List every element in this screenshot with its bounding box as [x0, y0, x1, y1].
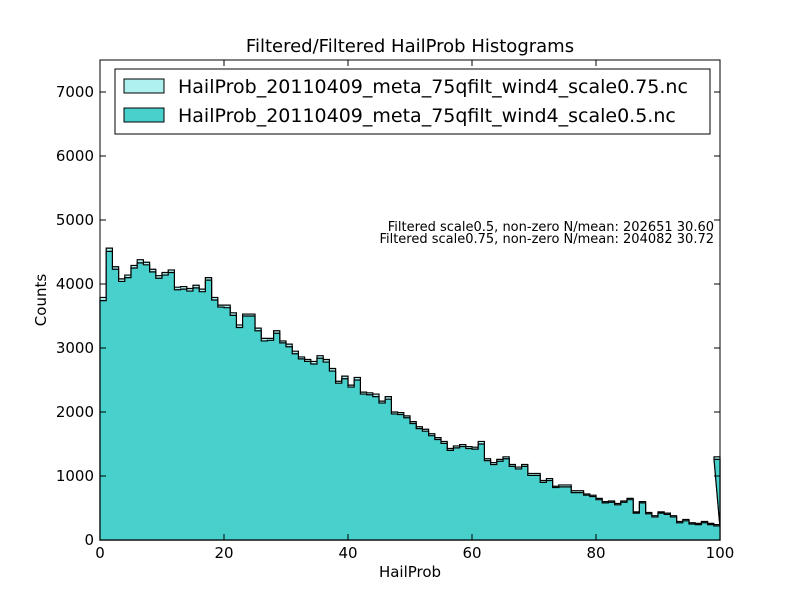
x-tick-label: 40 [338, 544, 357, 562]
annotation-scale075: Filtered scale0.75, non-zero N/mean: 204… [379, 232, 714, 247]
legend-swatch-scale05 [123, 107, 165, 123]
y-tick-label: 2000 [56, 403, 94, 421]
x-tick-label: 100 [706, 544, 735, 562]
histogram-series-1 [99, 250, 721, 541]
legend-label-scale075: HailProb_20110409_meta_75qfilt_wind4_sca… [178, 76, 688, 98]
legend-label-scale05: HailProb_20110409_meta_75qfilt_wind4_sca… [178, 105, 676, 127]
x-tick-label: 0 [95, 544, 105, 562]
legend-swatch-scale075 [123, 78, 165, 94]
annotation-scale05: Filtered scale0.5, non-zero N/mean: 2026… [388, 220, 714, 235]
y-tick-label: 7000 [56, 83, 94, 101]
y-tick-label: 0 [84, 531, 94, 549]
x-tick-label: 20 [214, 544, 233, 562]
y-tick-label: 5000 [56, 211, 94, 229]
legend: HailProb_20110409_meta_75qfilt_wind4_sca… [114, 68, 711, 135]
series-layer [99, 247, 721, 541]
y-axis-label: Counts [32, 274, 50, 327]
x-tick-label: 60 [462, 544, 481, 562]
y-tick-label: 3000 [56, 339, 94, 357]
x-axis-label: HailProb [379, 563, 441, 581]
legend-box [114, 68, 711, 135]
y-tick-label: 6000 [56, 147, 94, 165]
chart-title: Filtered/Filtered HailProb Histograms [246, 36, 574, 57]
x-tick-label: 80 [586, 544, 605, 562]
plot-frame [99, 59, 721, 541]
ticks-layer: 0 20 40 60 80 1000100020003000400050006000700… [56, 60, 735, 562]
y-tick-label: 1000 [56, 467, 94, 485]
y-tick-label: 4000 [56, 275, 94, 293]
